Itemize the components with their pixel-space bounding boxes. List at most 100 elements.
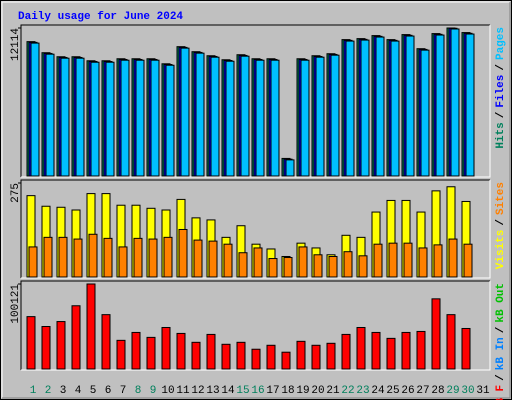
bar [73,238,83,278]
x-tick-label: 13 [206,385,219,397]
x-tick-label: 8 [135,385,142,397]
bar [176,332,186,370]
bar [103,237,113,278]
bar [371,331,381,370]
legend-entry: Hits [495,122,507,148]
bar [180,47,190,177]
bar [71,305,81,370]
bar [360,39,370,177]
bar [206,333,216,370]
bar [135,59,145,177]
bar [58,236,68,278]
bar [28,246,38,278]
legend-separator: / [495,64,507,71]
bar [133,237,143,278]
bar [88,233,98,278]
y-tick-label: 275 [10,183,22,203]
bar [433,244,443,278]
x-tick-label: 27 [416,385,429,397]
bar [193,239,203,278]
legend-separator: / [495,219,507,226]
bar [191,341,201,370]
x-tick-label: 21 [326,385,340,397]
bar [255,59,265,177]
legend-entry: Visits [495,230,507,270]
bar [390,40,400,177]
bar [313,254,323,278]
bar [315,56,325,177]
bar [236,341,246,370]
x-tick-label: 30 [461,385,474,397]
bar [86,283,96,370]
bar [223,243,233,278]
bar [165,64,175,177]
bar [358,255,368,278]
bar [285,159,295,177]
bar [375,36,385,177]
bar [388,242,398,278]
y-tick-label: 12114 [10,28,22,61]
bar [240,55,250,177]
legend-entry: Files [495,75,507,108]
x-tick-label: 14 [221,385,235,397]
x-tick-label: 2 [45,385,52,397]
x-tick-label: 15 [236,385,249,397]
bar [41,326,51,370]
bar [386,337,396,370]
x-tick-label: 20 [311,385,324,397]
bar [420,49,430,177]
x-tick-label: 5 [90,385,97,397]
bar [270,59,280,177]
legend-entry: kB In [495,337,507,370]
bar [118,246,128,278]
bar [281,351,291,370]
legend-separator: / [495,111,507,118]
bar [311,344,321,370]
x-tick-label: 22 [341,385,354,397]
bar [150,59,160,177]
legend-entry: kB Out [495,283,507,323]
x-tick-label: 31 [476,385,490,397]
x-tick-label: 6 [105,385,112,397]
bar [300,59,310,177]
bar [60,57,70,177]
bar [253,247,263,278]
bar [26,316,36,370]
bar [296,340,306,370]
bar [328,255,338,278]
bar [195,52,205,177]
chart-title: Daily usage for June 2024 [18,11,183,23]
bar [163,236,173,278]
bar [463,243,473,278]
x-tick-label: 28 [431,385,444,397]
bar [343,251,353,278]
bar [330,54,340,177]
panel-bevel-dark [20,179,490,278]
legend-separator: / [495,374,507,381]
bar [405,35,415,177]
bar [403,242,413,278]
x-tick-label: 10 [161,385,174,397]
bar [178,228,188,278]
panel-bevel-light [21,180,491,279]
legend: Visits / Sites [495,182,507,269]
bar [401,331,411,370]
bar [461,327,471,370]
y-tick-label: 100121 [10,284,22,324]
legend-entry: Sites [495,182,507,215]
bar [283,257,293,278]
bar [161,326,171,370]
legend-entry: kB F [495,385,507,400]
bar [148,238,158,278]
legend: Hits / Files / Pages [495,27,507,149]
x-tick-label: 9 [150,385,157,397]
x-tick-label: 3 [60,385,67,397]
bar [90,61,100,177]
bar [418,247,428,278]
bar [116,339,126,370]
bar [298,246,308,278]
panel-bevel-light [21,25,491,178]
x-tick-label: 12 [191,385,204,397]
